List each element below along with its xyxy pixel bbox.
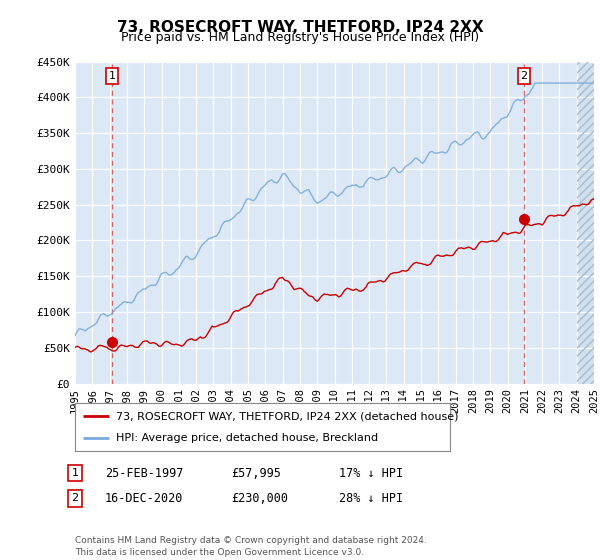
- Text: 2: 2: [71, 493, 79, 503]
- Bar: [577, 62, 594, 384]
- Text: 73, ROSECROFT WAY, THETFORD, IP24 2XX (detached house): 73, ROSECROFT WAY, THETFORD, IP24 2XX (d…: [116, 411, 459, 421]
- Text: Contains HM Land Registry data © Crown copyright and database right 2024.
This d: Contains HM Land Registry data © Crown c…: [75, 536, 427, 557]
- Bar: [577, 62, 594, 384]
- Text: 73, ROSECROFT WAY, THETFORD, IP24 2XX: 73, ROSECROFT WAY, THETFORD, IP24 2XX: [116, 20, 484, 35]
- Text: £230,000: £230,000: [231, 492, 288, 505]
- Text: 1: 1: [109, 71, 116, 81]
- Text: 16-DEC-2020: 16-DEC-2020: [105, 492, 184, 505]
- Text: 17% ↓ HPI: 17% ↓ HPI: [339, 466, 403, 480]
- Text: 28% ↓ HPI: 28% ↓ HPI: [339, 492, 403, 505]
- Text: 2: 2: [521, 71, 527, 81]
- Text: Price paid vs. HM Land Registry's House Price Index (HPI): Price paid vs. HM Land Registry's House …: [121, 31, 479, 44]
- Text: 25-FEB-1997: 25-FEB-1997: [105, 466, 184, 480]
- Text: £57,995: £57,995: [231, 466, 281, 480]
- Text: 1: 1: [71, 468, 79, 478]
- Text: HPI: Average price, detached house, Breckland: HPI: Average price, detached house, Brec…: [116, 433, 379, 443]
